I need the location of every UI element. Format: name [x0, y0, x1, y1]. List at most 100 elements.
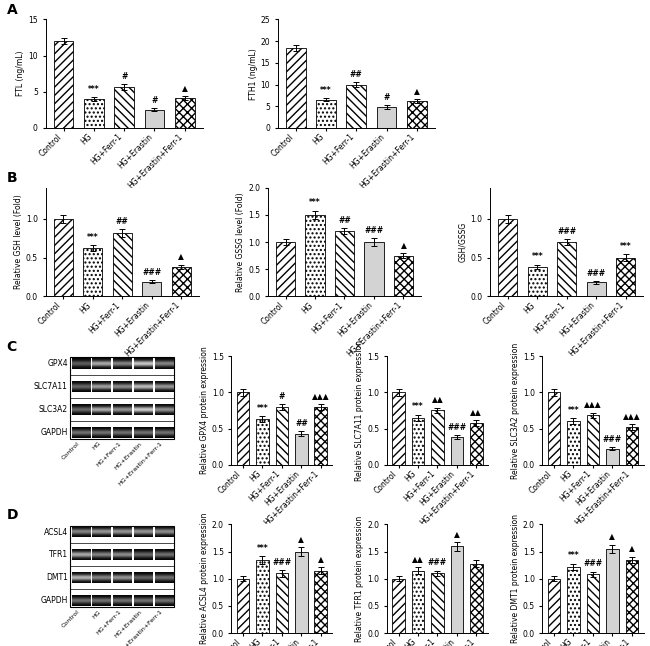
- Text: SLC7A11: SLC7A11: [34, 382, 68, 391]
- FancyBboxPatch shape: [70, 357, 174, 439]
- Text: ##: ##: [116, 216, 129, 225]
- Bar: [315, 407, 327, 464]
- Text: ***: ***: [87, 233, 99, 242]
- Bar: [586, 574, 599, 633]
- Bar: [295, 552, 307, 633]
- Bar: [625, 560, 638, 633]
- Bar: [295, 433, 307, 464]
- Bar: [276, 407, 288, 464]
- Y-axis label: GSH/GSSG: GSH/GSSG: [459, 222, 467, 262]
- Bar: [606, 449, 619, 464]
- Y-axis label: FTH1 (ng/mL): FTH1 (ng/mL): [248, 48, 257, 99]
- Text: ***: ***: [412, 402, 424, 412]
- Text: ###: ###: [587, 269, 606, 278]
- Bar: [616, 258, 636, 297]
- Bar: [172, 267, 190, 297]
- Bar: [286, 48, 306, 128]
- Y-axis label: Relative GPX4 protein expression: Relative GPX4 protein expression: [200, 346, 209, 474]
- Bar: [411, 570, 424, 633]
- Text: GAPDH: GAPDH: [40, 596, 68, 605]
- Bar: [142, 282, 161, 297]
- Bar: [587, 282, 606, 297]
- Bar: [175, 98, 194, 128]
- Bar: [316, 99, 336, 128]
- Bar: [114, 87, 134, 128]
- Text: ###: ###: [365, 226, 384, 235]
- Text: ###: ###: [557, 227, 577, 236]
- Text: ***: ***: [88, 85, 99, 94]
- Text: B: B: [6, 171, 18, 185]
- Bar: [84, 99, 104, 128]
- Bar: [276, 242, 295, 297]
- Text: TFR1: TFR1: [49, 550, 68, 559]
- Text: DMT1: DMT1: [46, 573, 68, 582]
- Text: ##: ##: [295, 419, 307, 428]
- Text: #: #: [121, 72, 127, 81]
- Bar: [335, 231, 354, 297]
- Bar: [315, 570, 327, 633]
- Text: ▲: ▲: [298, 535, 304, 544]
- Text: #: #: [151, 96, 158, 105]
- Y-axis label: Relative SLC3A2 protein expression: Relative SLC3A2 protein expression: [511, 342, 520, 479]
- Bar: [392, 579, 405, 633]
- Bar: [450, 546, 463, 633]
- Text: ***: ***: [620, 242, 632, 251]
- Text: ###: ###: [428, 558, 447, 567]
- Text: ###: ###: [583, 559, 603, 568]
- Bar: [377, 107, 396, 128]
- Bar: [625, 427, 638, 464]
- Text: ***: ***: [567, 406, 579, 415]
- Text: ▲▲: ▲▲: [471, 408, 482, 417]
- Text: ▲: ▲: [629, 544, 635, 553]
- Bar: [528, 267, 547, 297]
- Text: ▲▲▲: ▲▲▲: [584, 401, 602, 410]
- Text: HG: HG: [91, 441, 101, 451]
- Text: Control: Control: [61, 609, 81, 629]
- Text: GPX4: GPX4: [47, 359, 68, 368]
- Bar: [53, 219, 73, 297]
- Text: ▲: ▲: [182, 84, 188, 93]
- Bar: [431, 574, 444, 633]
- Text: ##: ##: [338, 216, 351, 225]
- Bar: [144, 110, 164, 128]
- Y-axis label: Relative TFR1 protein expression: Relative TFR1 protein expression: [356, 516, 364, 642]
- Bar: [606, 549, 619, 633]
- Text: GAPDH: GAPDH: [40, 428, 68, 437]
- Text: Control: Control: [61, 441, 81, 461]
- Text: ***: ***: [320, 86, 332, 95]
- Bar: [407, 101, 426, 128]
- Text: ▲: ▲: [178, 253, 184, 261]
- Text: HG: HG: [91, 609, 101, 620]
- Text: ▲: ▲: [318, 555, 324, 564]
- Y-axis label: Relative DMT1 protein expression: Relative DMT1 protein expression: [511, 514, 520, 643]
- Text: ▲: ▲: [400, 241, 406, 249]
- Text: ▲▲▲: ▲▲▲: [623, 412, 641, 421]
- Bar: [548, 392, 560, 464]
- Bar: [548, 579, 560, 633]
- Bar: [256, 419, 269, 464]
- Bar: [83, 248, 102, 297]
- Y-axis label: FTL (ng/mL): FTL (ng/mL): [16, 51, 25, 96]
- Bar: [411, 418, 424, 464]
- Text: HG+Erastin: HG+Erastin: [114, 609, 143, 639]
- Text: ###: ###: [272, 558, 291, 567]
- Text: HG+Erastin+Ferr-1: HG+Erastin+Ferr-1: [118, 441, 164, 487]
- Text: ▲: ▲: [414, 87, 420, 96]
- Text: D: D: [6, 508, 18, 522]
- Text: ***: ***: [257, 544, 268, 553]
- Text: ▲▲: ▲▲: [432, 395, 443, 404]
- Text: ###: ###: [447, 422, 467, 432]
- Text: ##: ##: [350, 70, 363, 79]
- Bar: [586, 415, 599, 464]
- Bar: [499, 219, 517, 297]
- Bar: [431, 410, 444, 464]
- Text: #: #: [279, 391, 285, 401]
- Text: C: C: [6, 340, 17, 353]
- Bar: [54, 41, 73, 128]
- Text: ▲▲: ▲▲: [412, 555, 424, 564]
- Bar: [394, 256, 413, 297]
- Text: ▲▲▲: ▲▲▲: [312, 391, 330, 401]
- Y-axis label: Relative GSH level (Fold): Relative GSH level (Fold): [14, 194, 23, 289]
- Text: HG+Ferr-1: HG+Ferr-1: [96, 609, 122, 636]
- Text: HG+Ferr-1: HG+Ferr-1: [96, 441, 122, 468]
